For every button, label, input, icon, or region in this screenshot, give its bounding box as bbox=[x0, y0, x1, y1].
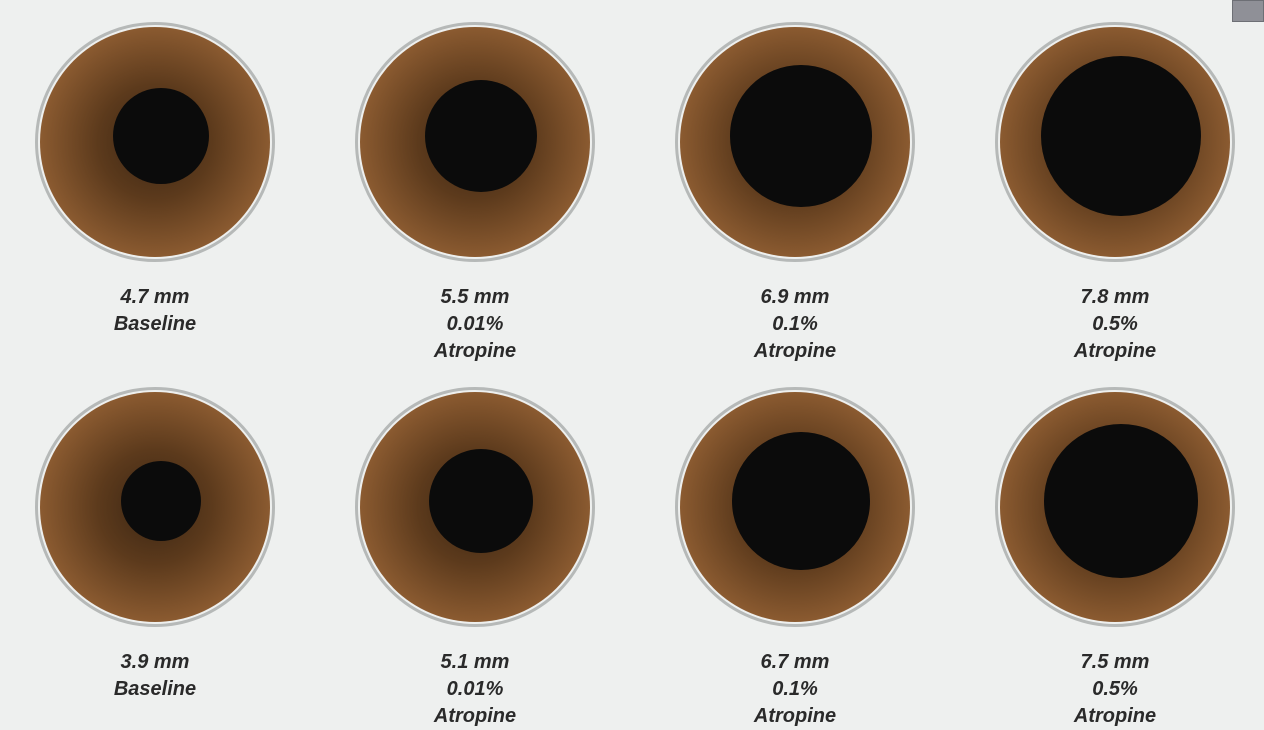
condition-label: 0.5% bbox=[1074, 676, 1156, 703]
condition-label: 0.5% bbox=[1074, 311, 1156, 338]
pupil-size-label: 7.5 mm bbox=[1074, 649, 1156, 676]
eye-icon bbox=[995, 387, 1235, 627]
pupil bbox=[121, 461, 201, 541]
drug-label: Atropine bbox=[1074, 703, 1156, 730]
eye-labels: 4.7 mmBaseline bbox=[114, 284, 196, 338]
eye-labels: 7.5 mm0.5%Atropine bbox=[1074, 649, 1156, 730]
eye-cell: 5.5 mm0.01%Atropine bbox=[350, 22, 600, 365]
pupil-dilation-grid: 4.7 mmBaseline5.5 mm0.01%Atropine6.9 mm0… bbox=[30, 22, 1240, 730]
eye-icon bbox=[995, 22, 1235, 262]
eye-labels: 5.1 mm0.01%Atropine bbox=[434, 649, 516, 730]
drug-label: Atropine bbox=[434, 338, 516, 365]
condition-label: 0.1% bbox=[754, 676, 836, 703]
eye-labels: 6.9 mm0.1%Atropine bbox=[754, 284, 836, 365]
eye-cell: 6.9 mm0.1%Atropine bbox=[670, 22, 920, 365]
pupil bbox=[429, 449, 534, 554]
eye-cell: 3.9 mmBaseline bbox=[30, 387, 280, 730]
eye-labels: 6.7 mm0.1%Atropine bbox=[754, 649, 836, 730]
corner-tab bbox=[1232, 0, 1264, 22]
eye-icon bbox=[35, 22, 275, 262]
condition-label: 0.1% bbox=[754, 311, 836, 338]
eye-labels: 3.9 mmBaseline bbox=[114, 649, 196, 703]
eye-icon bbox=[35, 387, 275, 627]
condition-label: Baseline bbox=[114, 676, 196, 703]
pupil bbox=[425, 80, 538, 193]
eye-labels: 5.5 mm0.01%Atropine bbox=[434, 284, 516, 365]
pupil-size-label: 3.9 mm bbox=[114, 649, 196, 676]
condition-label: 0.01% bbox=[434, 311, 516, 338]
pupil-size-label: 5.5 mm bbox=[434, 284, 516, 311]
eye-cell: 7.8 mm0.5%Atropine bbox=[990, 22, 1240, 365]
eye-labels: 7.8 mm0.5%Atropine bbox=[1074, 284, 1156, 365]
pupil-size-label: 6.7 mm bbox=[754, 649, 836, 676]
pupil bbox=[113, 88, 209, 184]
eye-icon bbox=[355, 387, 595, 627]
pupil bbox=[730, 65, 871, 206]
pupil-size-label: 4.7 mm bbox=[114, 284, 196, 311]
drug-label: Atropine bbox=[1074, 338, 1156, 365]
eye-cell: 4.7 mmBaseline bbox=[30, 22, 280, 365]
pupil bbox=[1041, 56, 1201, 216]
eye-icon bbox=[675, 22, 915, 262]
eye-cell: 6.7 mm0.1%Atropine bbox=[670, 387, 920, 730]
pupil bbox=[1044, 424, 1198, 578]
pupil bbox=[732, 432, 869, 569]
condition-label: Baseline bbox=[114, 311, 196, 338]
drug-label: Atropine bbox=[754, 703, 836, 730]
condition-label: 0.01% bbox=[434, 676, 516, 703]
eye-icon bbox=[355, 22, 595, 262]
pupil-size-label: 5.1 mm bbox=[434, 649, 516, 676]
drug-label: Atropine bbox=[754, 338, 836, 365]
eye-cell: 7.5 mm0.5%Atropine bbox=[990, 387, 1240, 730]
pupil-size-label: 7.8 mm bbox=[1074, 284, 1156, 311]
eye-cell: 5.1 mm0.01%Atropine bbox=[350, 387, 600, 730]
eye-icon bbox=[675, 387, 915, 627]
drug-label: Atropine bbox=[434, 703, 516, 730]
pupil-size-label: 6.9 mm bbox=[754, 284, 836, 311]
